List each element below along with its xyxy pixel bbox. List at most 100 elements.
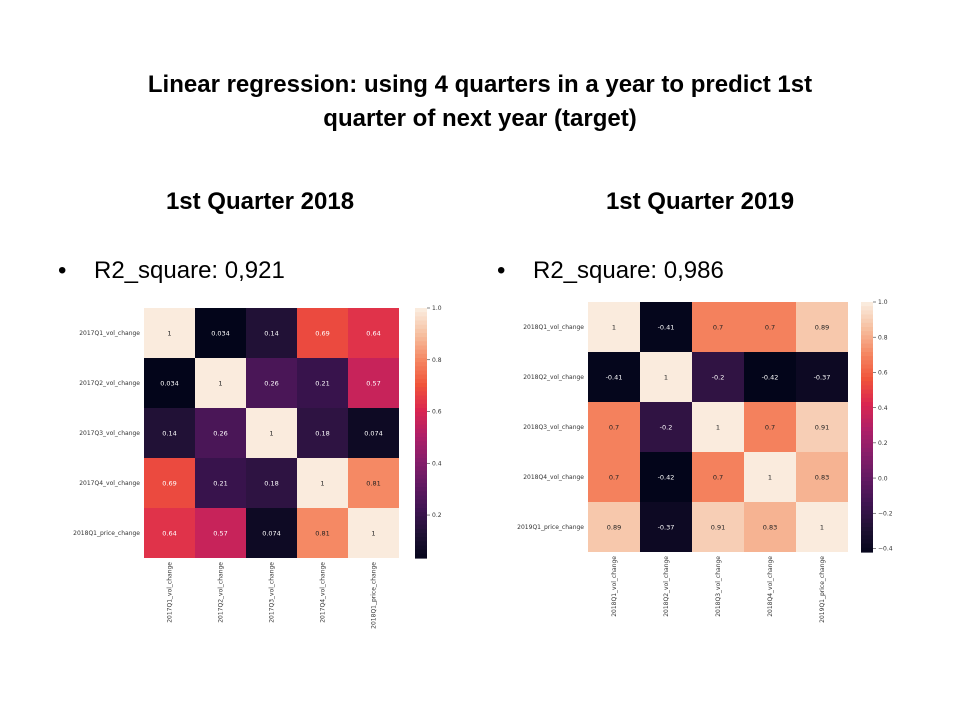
heatmap-cell xyxy=(144,458,195,508)
colorbar-segment xyxy=(861,385,873,391)
left-r2-text: R2_square: 0,921 xyxy=(94,257,285,284)
heatmap-cell xyxy=(348,408,399,458)
cell-label: 0.034 xyxy=(160,380,179,388)
colorbar-segment xyxy=(415,516,427,522)
colorbar-segment xyxy=(861,435,873,441)
colorbar-segment xyxy=(415,524,427,530)
colorbar-tick-label: 0.0 xyxy=(878,475,888,482)
colorbar-segment xyxy=(415,445,427,451)
colorbar-segment xyxy=(415,537,427,542)
heatmap-cell xyxy=(640,502,692,552)
heatmap-2019: 1 -0.41 0.7 0.7 0.89 -0.41 1 -0.2 -0.42 -0.37 0.7 -… xyxy=(517,299,893,623)
col-tick-label: 2018Q1_vol_change xyxy=(611,556,618,617)
colorbar-segment xyxy=(861,439,873,445)
cell-label: 0.21 xyxy=(315,380,329,388)
colorbar-segment xyxy=(415,441,427,447)
colorbar-segment xyxy=(415,403,427,409)
heatmap-cell xyxy=(796,502,848,552)
colorbar-segment xyxy=(861,402,873,407)
row-tick-label: 2018Q3_vol_change xyxy=(523,424,584,431)
colorbar-segment xyxy=(415,374,427,380)
slide-title: Linear regression: using 4 quarters in a… xyxy=(60,68,900,136)
heatmap-cell xyxy=(692,302,744,352)
heatmap-cell xyxy=(144,408,195,458)
cell-label: 0.91 xyxy=(815,424,829,432)
colorbar-tick-label: 0.2 xyxy=(432,512,442,519)
colorbar-segment xyxy=(415,420,427,426)
heatmap-cell xyxy=(692,452,744,502)
cell-label: 0.034 xyxy=(211,330,230,338)
colorbar-segment xyxy=(861,406,873,411)
colorbar-segment xyxy=(415,378,427,384)
left-heading: 1st Quarter 2018 xyxy=(165,188,355,215)
cell-label: 0.7 xyxy=(765,324,775,332)
colorbar-segment xyxy=(861,318,873,324)
cell-label: 0.69 xyxy=(315,330,329,338)
heatmap-cell xyxy=(144,358,195,408)
colorbar-segment xyxy=(861,418,873,424)
colorbar-segment xyxy=(415,328,427,334)
colorbar-segment xyxy=(861,518,873,524)
colorbar-segment xyxy=(415,541,427,547)
cell-label: 0.91 xyxy=(711,524,725,532)
colorbar-segment xyxy=(415,512,427,517)
heatmap-cell xyxy=(692,502,744,552)
colorbar-segment xyxy=(861,510,873,516)
colorbar-segment xyxy=(415,470,427,476)
row-tick-label: 2017Q1_vol_change xyxy=(79,330,140,337)
colorbar-segment xyxy=(861,452,873,457)
heatmap-cell xyxy=(246,508,297,558)
row-tick-label: 2018Q1_vol_change xyxy=(523,324,584,331)
colorbar-segment xyxy=(861,302,873,307)
colorbar-segment xyxy=(415,487,427,492)
colorbar-tick-label: 0.8 xyxy=(432,357,442,364)
colorbar-segment xyxy=(861,472,873,478)
heatmap-cell xyxy=(348,458,399,508)
colorbar-segment xyxy=(861,347,873,353)
colorbar-segment xyxy=(415,391,427,397)
colorbar-segment xyxy=(861,397,873,403)
row-tick-label: 2017Q3_vol_change xyxy=(79,430,140,437)
heatmap-cell xyxy=(195,408,246,458)
colorbar-segment xyxy=(415,424,427,430)
cell-label: 0.83 xyxy=(763,524,777,532)
colorbar-segment xyxy=(415,408,427,413)
cell-label: 1 xyxy=(716,424,720,432)
bullet-symbol: • xyxy=(497,257,506,284)
cell-label: -0.37 xyxy=(658,524,675,532)
heatmap-cell xyxy=(246,458,297,508)
colorbar-segment xyxy=(861,389,873,395)
col-tick-label: 2017Q1_vol_change xyxy=(167,562,174,623)
colorbar-segment xyxy=(415,312,427,317)
colorbar-segment xyxy=(861,506,873,511)
cell-label: 0.074 xyxy=(364,430,383,438)
heatmap-cell xyxy=(348,308,399,358)
cell-label: 0.83 xyxy=(815,474,829,482)
heatmap-cell xyxy=(144,508,195,558)
heatmap-cell xyxy=(297,458,348,508)
colorbar-segment xyxy=(415,358,427,363)
colorbar-segment xyxy=(415,320,427,326)
colorbar-segment xyxy=(861,352,873,357)
colorbar-segment xyxy=(861,502,873,507)
heatmap-cell xyxy=(246,308,297,358)
cell-label: 1 xyxy=(612,324,616,332)
colorbar-segment xyxy=(861,456,873,461)
colorbar-segment xyxy=(415,416,427,422)
colorbar-segment xyxy=(415,533,427,538)
colorbar-segment xyxy=(861,468,873,474)
heatmap-cell xyxy=(297,308,348,358)
cell-label: 1 xyxy=(820,524,824,532)
col-tick-label: 2018Q1_price_change xyxy=(371,562,378,629)
colorbar-tick-label: 0.4 xyxy=(432,460,442,467)
colorbar-segment xyxy=(415,316,427,322)
cell-label: 0.89 xyxy=(815,324,829,332)
colorbar-segment xyxy=(861,372,873,378)
cell-label: 1 xyxy=(320,480,324,488)
row-tick-label: 2017Q4_vol_change xyxy=(79,480,140,487)
cell-label: 0.81 xyxy=(366,480,380,488)
colorbar-segment xyxy=(415,383,427,388)
colorbar-segment xyxy=(415,499,427,505)
cell-label: 0.074 xyxy=(262,530,281,538)
colorbar-segment xyxy=(861,539,873,545)
